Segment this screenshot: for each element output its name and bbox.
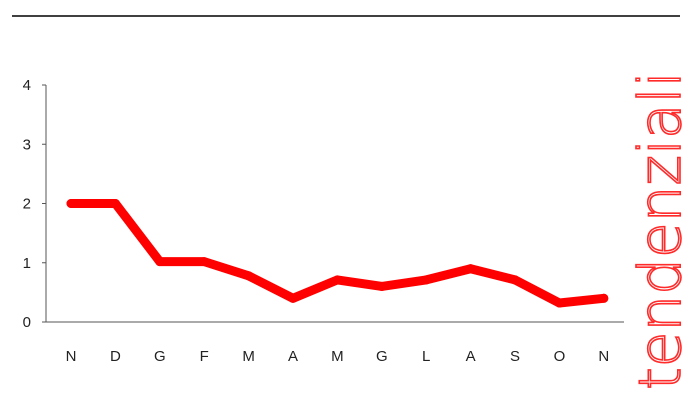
data-point (288, 293, 298, 303)
data-point (199, 257, 209, 267)
x-tick-label: M (331, 348, 344, 365)
side-label: tendenziali (626, 71, 694, 390)
x-tick-label: G (154, 348, 166, 365)
x-tick-label: N (66, 348, 77, 365)
data-point (377, 281, 387, 291)
y-axis-ticks: 0 1 2 3 4 (23, 77, 46, 331)
y-tick-label: 3 (23, 136, 31, 153)
series-line (66, 199, 609, 308)
x-tick-label: D (110, 348, 121, 365)
x-tick-label: F (200, 348, 209, 365)
x-tick-label: A (466, 348, 476, 365)
y-tick-label: 0 (23, 314, 31, 331)
x-tick-label: A (288, 348, 298, 365)
data-point (155, 257, 165, 267)
x-tick-label: S (510, 348, 520, 365)
data-point (244, 271, 254, 281)
data-point (599, 293, 609, 303)
x-tick-label: M (242, 348, 255, 365)
y-tick-label: 2 (23, 196, 31, 213)
y-tick-label: 4 (23, 77, 31, 94)
y-tick-label: 1 (23, 255, 31, 272)
x-tick-label: G (376, 348, 388, 365)
data-point (110, 199, 120, 208)
data-point (510, 275, 520, 285)
data-point (66, 199, 76, 208)
data-point (332, 275, 342, 285)
x-tick-label: O (554, 348, 566, 365)
x-tick-label: L (422, 348, 430, 365)
data-point (421, 275, 431, 285)
series-points (66, 199, 609, 308)
x-tick-label: N (598, 348, 609, 365)
data-point (554, 298, 564, 308)
data-point (466, 264, 476, 274)
